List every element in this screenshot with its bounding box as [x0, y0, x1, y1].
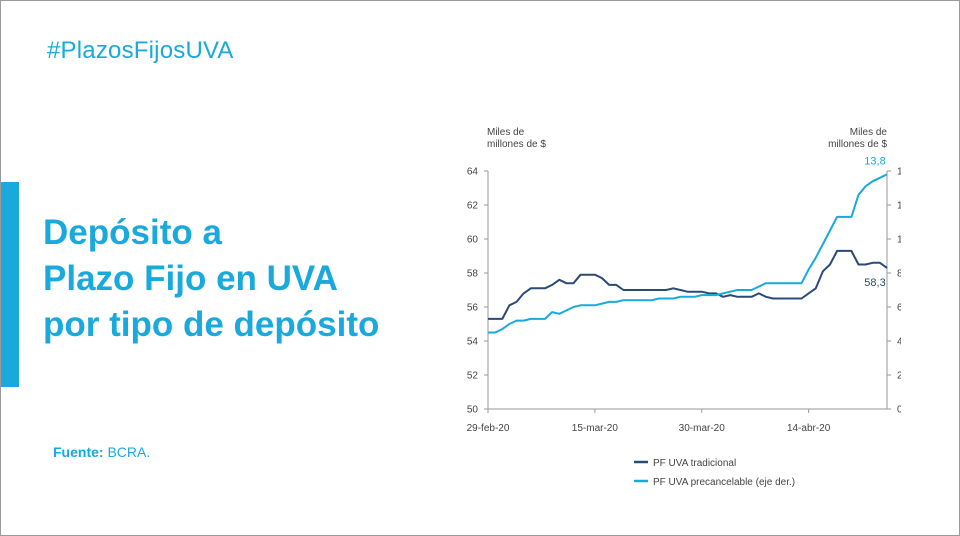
- left-axis-label-line-1: Miles de: [487, 127, 525, 138]
- legend-label-precancelable: PF UVA precancelable (eje der.): [653, 477, 795, 488]
- left-tick-label: 64: [467, 167, 479, 178]
- right-tick-label: 2: [897, 371, 901, 382]
- right-tick-label: 8: [897, 269, 901, 280]
- hashtag-heading: #PlazosFijosUVA: [47, 37, 234, 64]
- right-tick-label: 6: [897, 303, 901, 314]
- series-line-tradicional: [488, 249, 888, 320]
- left-tick-label: 52: [467, 371, 479, 382]
- left-tick-label: 54: [467, 337, 479, 348]
- right-axis-label-line-2: millones de $: [828, 139, 887, 150]
- chart-ticks: 50 52 54 56 58 60 62 64 0 2 4 6 8 10 12 14 29-feb-20 15-m…: [467, 167, 901, 435]
- right-tick-label: 4: [897, 337, 901, 348]
- left-tick-label: 50: [467, 405, 479, 416]
- accent-bar: [1, 182, 19, 387]
- x-tick-label: 29-feb-20: [467, 423, 510, 434]
- source-note: Fuente: BCRA.: [53, 444, 150, 460]
- left-tick-label: 58: [467, 269, 479, 280]
- source-value: BCRA.: [103, 444, 151, 460]
- chart-legend: PF UVA tradicional PF UVA precancelable …: [634, 458, 795, 488]
- page-title-line-2: Plazo Fijo en UVA: [43, 259, 338, 298]
- chart-axes: [487, 171, 888, 410]
- left-tick-label: 60: [467, 235, 479, 246]
- right-tick-label: 14: [897, 167, 901, 178]
- legend-label-tradicional: PF UVA tradicional: [653, 458, 736, 469]
- source-label: Fuente:: [53, 444, 104, 460]
- right-tick-label: 12: [897, 201, 901, 212]
- series-line-precancelable: [488, 173, 888, 334]
- right-tick-label: 10: [897, 235, 901, 246]
- left-tick-label: 56: [467, 303, 479, 314]
- chart-end-labels: 58,3 13,8: [864, 155, 885, 289]
- page-title-line-1: Depósito a: [43, 213, 222, 252]
- end-label-tradicional: 58,3: [864, 277, 885, 289]
- left-axis-label-line-2: millones de $: [487, 139, 546, 150]
- left-tick-label: 62: [467, 201, 479, 212]
- end-label-precancelable: 13,8: [864, 155, 885, 167]
- page-title-line-3: por tipo de depósito: [43, 305, 380, 344]
- x-tick-label: 15-mar-20: [572, 423, 619, 434]
- right-axis-label-line-1: Miles de: [850, 127, 888, 138]
- x-tick-label: 30-mar-20: [679, 423, 726, 434]
- x-tick-label: 14-abr-20: [787, 423, 831, 434]
- deposits-line-chart: Miles de millones de $ Miles de millones…: [467, 127, 901, 488]
- chart-series: [488, 173, 888, 334]
- right-tick-label: 0: [897, 405, 901, 416]
- page-title: Depósito a Plazo Fijo en UVA por tipo de…: [43, 210, 379, 348]
